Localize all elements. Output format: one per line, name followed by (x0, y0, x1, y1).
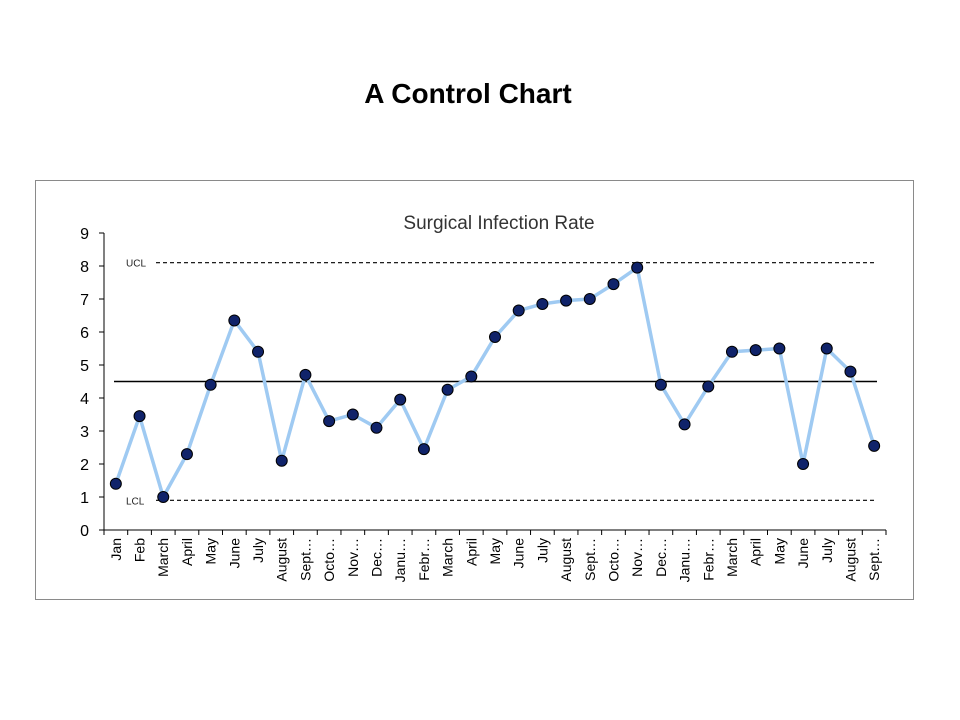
x-tick-label: Dec… (369, 538, 385, 577)
data-point (820, 342, 833, 355)
data-point (560, 294, 573, 307)
data-point (133, 410, 146, 423)
x-tick-label: March (724, 538, 740, 577)
data-point (868, 439, 881, 452)
data-point (607, 278, 620, 291)
x-tick-label: Octo… (605, 538, 621, 582)
x-tick-label: June (226, 538, 242, 569)
y-tick-label: 8 (80, 259, 89, 276)
x-tick-label: March (155, 538, 171, 577)
ucl-label: UCL (126, 259, 146, 270)
x-tick-label: Sept… (582, 538, 598, 581)
data-point (275, 454, 288, 467)
y-tick-label: 9 (80, 226, 89, 243)
x-tick-label: April (748, 538, 764, 566)
y-tick-label: 0 (80, 523, 89, 540)
x-tick-label: Febr… (416, 538, 432, 581)
x-tick-label: August (274, 538, 290, 582)
data-point (323, 415, 336, 428)
data-point (157, 491, 170, 503)
y-tick-label: 2 (80, 457, 89, 474)
data-point (489, 330, 501, 343)
y-tick-label: 4 (80, 391, 89, 408)
data-point (394, 393, 407, 406)
data-point (204, 378, 217, 391)
x-tick-label: Janu… (677, 538, 693, 582)
x-tick-label: Octo… (321, 538, 337, 582)
data-point (749, 344, 762, 357)
data-point (417, 443, 430, 456)
data-point (678, 418, 691, 431)
data-point (109, 477, 122, 490)
x-tick-label: April (179, 538, 195, 566)
data-point (702, 380, 715, 393)
y-tick-label: 6 (80, 325, 89, 342)
x-tick-label: Nov… (345, 538, 361, 577)
y-tick-label: 7 (80, 292, 89, 309)
x-tick-label: August (842, 538, 858, 582)
y-tick-label: 3 (80, 424, 89, 441)
x-tick-label: Janu… (392, 538, 408, 582)
data-point (631, 261, 644, 274)
x-tick-label: July (534, 538, 550, 563)
page-title: A Control Chart (364, 78, 572, 109)
data-point (583, 293, 596, 305)
series-line (114, 265, 876, 499)
data-point (370, 421, 383, 434)
data-point (773, 342, 786, 355)
lcl-label: LCL (126, 496, 145, 507)
x-tick-label: July (250, 538, 266, 563)
data-point (512, 304, 525, 317)
x-tick-label: Febr… (700, 538, 716, 581)
data-point (844, 365, 857, 378)
data-point (228, 314, 241, 327)
x-tick-label: August (558, 538, 574, 582)
x-tick-label: May (487, 538, 503, 564)
data-point (536, 297, 549, 310)
data-point (180, 448, 193, 461)
data-point (299, 368, 312, 381)
x-tick-label: July (819, 538, 835, 563)
data-point (346, 408, 359, 421)
data-point (252, 345, 265, 358)
data-point (465, 370, 478, 383)
x-tick-label: Sept… (866, 538, 882, 581)
x-tick-label: April (463, 538, 479, 566)
x-tick-label: May (203, 538, 219, 564)
x-tick-label: Dec… (653, 538, 669, 577)
x-tick-label: March (440, 538, 456, 577)
data-point (441, 383, 454, 396)
y-tick-label: 1 (80, 490, 89, 507)
data-point (797, 458, 810, 470)
y-tick-label: 5 (80, 358, 89, 375)
x-tick-label: Nov… (629, 538, 645, 577)
data-point (654, 378, 667, 391)
x-tick-label: May (771, 538, 787, 564)
chart-title: Surgical Infection Rate (403, 213, 594, 234)
x-tick-label: Sept… (297, 538, 313, 581)
data-point (725, 345, 738, 358)
x-tick-label: Jan (108, 538, 124, 561)
x-tick-label: Feb (132, 538, 148, 562)
x-tick-label: June (795, 538, 811, 569)
x-tick-label: June (511, 538, 527, 569)
